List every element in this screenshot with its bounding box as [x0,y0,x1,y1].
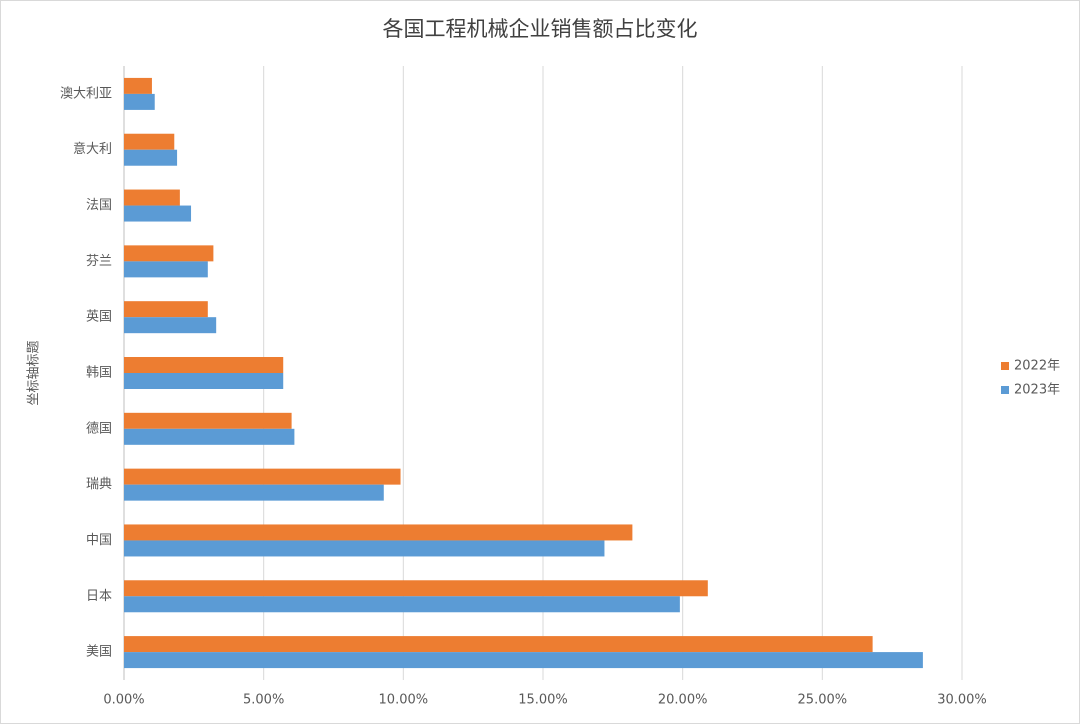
y-tick-label: 韩国 [86,366,112,381]
y-tick-label: 芬兰 [86,254,112,269]
bar [124,317,217,334]
legend-label: 2023年 [1014,383,1060,398]
y-tick-label: 意大利 [73,141,112,157]
x-tick-label: 5.00% [243,693,284,708]
y-tick-label: 澳大利亚 [60,85,112,101]
y-tick-label: 法国 [86,198,112,213]
bar [124,484,384,501]
x-tick-label: 10.00% [379,693,429,708]
bar [124,596,680,613]
bar [124,428,295,445]
y-tick-label: 美国 [86,645,112,660]
bar [124,412,292,429]
bar [124,468,401,485]
y-tick-label: 日本 [86,589,112,604]
bar [124,580,708,597]
bar [124,133,175,150]
bar [124,301,208,318]
y-axis-title: 坐标轴标题 [27,340,42,405]
bar [124,205,192,222]
bar [124,93,155,110]
legend-label: 2022年 [1014,359,1060,374]
bar [124,373,284,389]
x-tick-label: 15.00% [518,693,568,708]
y-tick-label: 英国 [86,310,112,325]
y-tick-label: 瑞典 [86,477,112,492]
legend-swatch [1001,362,1009,370]
bar [124,189,180,206]
y-tick-label: 德国 [86,421,112,436]
legend-swatch [1001,386,1009,394]
bar [124,540,605,557]
x-tick-label: 30.00% [937,693,987,708]
bar [124,149,178,166]
bar [124,636,873,653]
bar [124,77,152,94]
chart-title: 各国工程机械企业销售额占比变化 [383,17,698,41]
bar [124,652,923,669]
bar [124,261,208,278]
bar [124,524,633,541]
bar [124,245,214,262]
bar [124,357,284,373]
x-tick-label: 20.00% [658,693,708,708]
x-tick-label: 25.00% [798,693,848,708]
x-tick-label: 0.00% [103,693,144,708]
y-tick-label: 中国 [86,533,112,548]
